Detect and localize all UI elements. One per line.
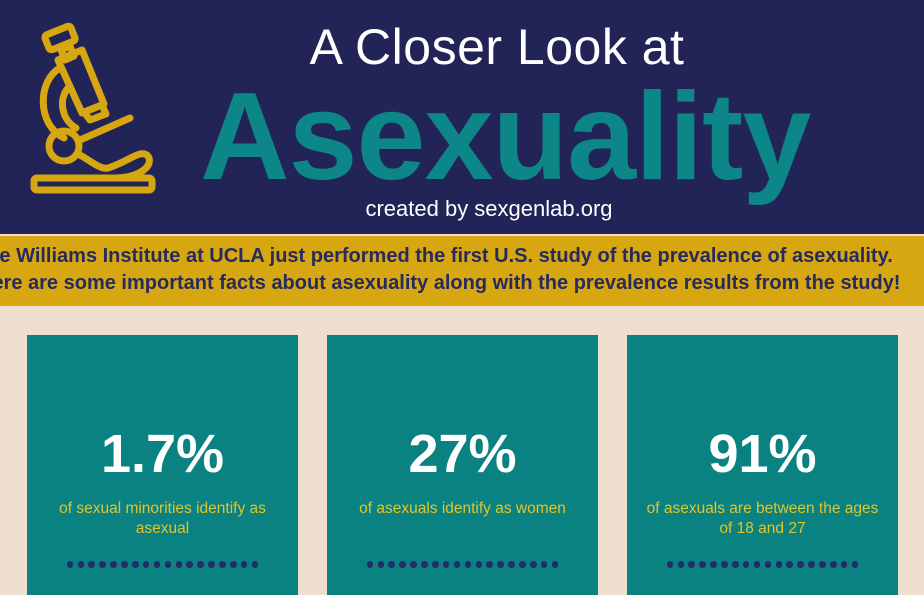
stat-value: 27% xyxy=(408,424,517,484)
dotted-divider xyxy=(627,561,898,568)
stat-description: of asexuals are between the ages of 18 a… xyxy=(646,500,879,537)
title-line-1: A Closer Look at xyxy=(309,19,685,75)
credit-text: created by sexgenlab.org xyxy=(365,196,613,221)
title-line-2: Asexuality xyxy=(200,68,811,206)
stat-card-3: 91% of asexuals are between the ages of … xyxy=(627,335,898,595)
stat-value: 1.7% xyxy=(100,424,225,484)
stat-description: of asexuals identify as women xyxy=(359,500,566,517)
dotted-divider xyxy=(27,561,298,568)
banner-line-2: Here are some important facts about asex… xyxy=(0,272,901,294)
stat-card-2: 27% of asexuals identify as women xyxy=(327,335,598,595)
intro-banner: The Williams Institute at UCLA just perf… xyxy=(0,236,924,306)
stat-description: of sexual minorities identify as asexual xyxy=(59,500,266,537)
stat-value: 91% xyxy=(708,424,817,484)
header: A Closer Look at Asexuality created by s… xyxy=(0,0,924,234)
stat-card-1: 1.7% of sexual minorities identify as as… xyxy=(27,335,298,595)
microscope-icon xyxy=(30,22,156,194)
dotted-divider xyxy=(327,561,598,568)
banner-line-1: The Williams Institute at UCLA just perf… xyxy=(0,245,893,267)
